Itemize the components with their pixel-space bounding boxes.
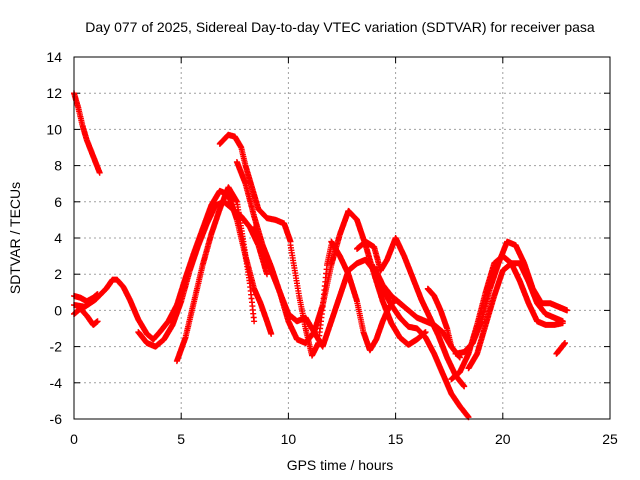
series-track-14: [424, 285, 455, 350]
y-tick-label: -2: [50, 339, 63, 355]
y-tick-label: 0: [54, 302, 62, 318]
y-tick-label: 4: [54, 230, 62, 246]
y-tick-label: 2: [54, 266, 62, 282]
y-tick-label: 12: [46, 85, 62, 101]
data-point-marks: [173, 184, 258, 365]
series-track-18: [553, 340, 568, 357]
series-track-7: [216, 131, 294, 245]
series-track-17: [465, 260, 566, 372]
series-track-1: [71, 90, 103, 176]
y-tick-label: -4: [50, 375, 63, 391]
x-tick-label: 0: [70, 431, 78, 447]
series-track-5: [173, 184, 258, 365]
y-tick-label: 6: [54, 194, 62, 210]
data-point-marks: [135, 198, 270, 350]
y-tick-label: -6: [50, 411, 63, 427]
x-tick-label: 10: [281, 431, 297, 447]
data-series: [71, 90, 571, 421]
plot-frame: [73, 56, 611, 420]
x-tick-label: 20: [495, 431, 511, 447]
series-track-12: [354, 235, 468, 390]
data-point-marks: [424, 285, 455, 350]
x-tick-label: 25: [602, 431, 618, 447]
x-axis-label: GPS time / hours: [287, 457, 394, 473]
data-point-marks: [553, 340, 568, 357]
data-point-marks: [465, 260, 566, 372]
y-tick-label: 8: [54, 158, 62, 174]
y-tick-label: 10: [46, 121, 62, 137]
data-point-marks: [354, 235, 468, 390]
grid: [74, 57, 610, 419]
x-tick-label: 5: [177, 431, 185, 447]
data-point-marks: [216, 131, 294, 245]
x-tick-label: 15: [388, 431, 404, 447]
data-point-marks: [71, 90, 103, 176]
y-axis-label: SDTVAR / TECUs: [7, 182, 23, 294]
chart-title: Day 077 of 2025, Sidereal Day-to-day VTE…: [85, 19, 595, 35]
series-track-6: [135, 198, 270, 350]
y-tick-label: 14: [46, 49, 62, 65]
